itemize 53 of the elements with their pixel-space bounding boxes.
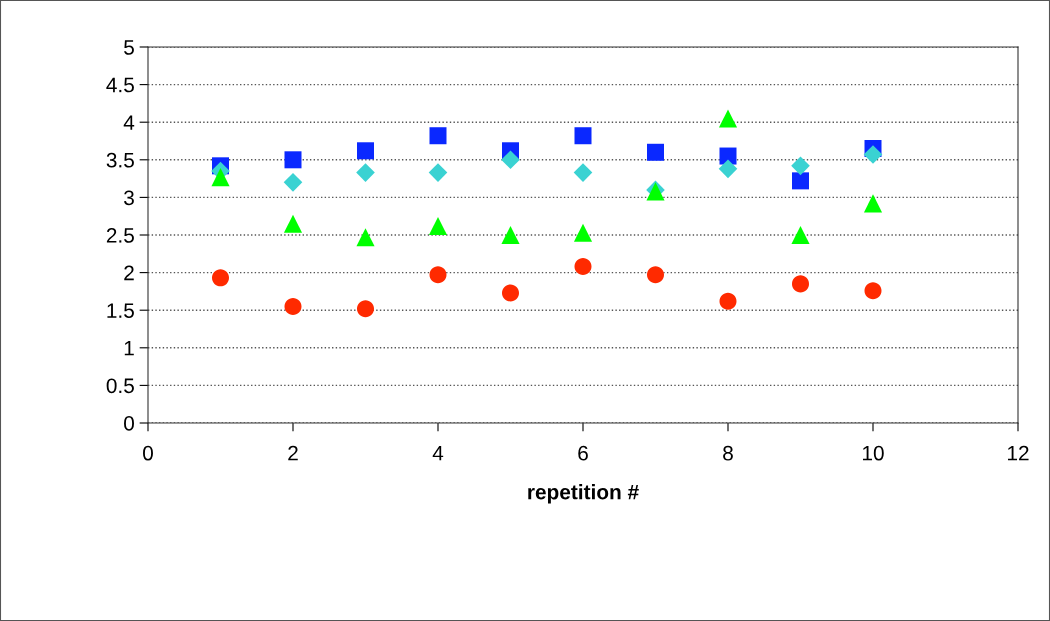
point: [211, 269, 230, 287]
point: [791, 275, 810, 293]
point: [719, 292, 737, 310]
point: [501, 284, 520, 302]
y-tick-label: 4: [123, 115, 135, 130]
y-tick-label: 3: [124, 190, 134, 206]
point: [356, 163, 375, 182]
point: [501, 225, 520, 245]
point: [863, 194, 883, 213]
point: [863, 145, 883, 164]
point: [429, 127, 447, 145]
y-tick-label: 1: [124, 341, 134, 356]
point: [284, 151, 302, 169]
point: [574, 127, 592, 145]
x-tick-label: 12: [1008, 445, 1029, 461]
point: [646, 266, 665, 284]
point: [791, 156, 810, 176]
y-tick-label: 2: [124, 265, 134, 281]
point: [356, 228, 375, 247]
point: [574, 258, 592, 276]
point: [573, 223, 593, 242]
point: [718, 109, 738, 128]
point: [428, 163, 448, 182]
point: [646, 143, 665, 161]
point: [718, 159, 738, 179]
point: [791, 172, 810, 190]
point: [284, 297, 302, 315]
y-tick-label: 0: [124, 416, 134, 431]
y-tick-label: 3.5: [106, 152, 134, 168]
point: [791, 225, 810, 245]
y-tick-label: 2.5: [106, 228, 134, 243]
y-tick-label: 1.5: [107, 303, 134, 318]
y-tick-label: 0.5: [106, 378, 134, 394]
point: [283, 173, 303, 192]
x-tick-label: 8: [723, 445, 733, 461]
point: [211, 168, 230, 187]
x-tick-label: 0: [143, 445, 153, 461]
point: [356, 300, 375, 318]
point: [283, 214, 303, 233]
x-tick-label: 6: [578, 445, 588, 461]
point: [719, 147, 737, 165]
point: [864, 282, 882, 300]
x-axis-title: repetition #: [528, 484, 639, 504]
x-tick-label: 10: [863, 445, 884, 461]
point: [429, 266, 447, 284]
point: [501, 150, 520, 170]
y-tick-label: 5: [124, 40, 134, 55]
point: [428, 216, 448, 236]
y-tick-label: 4.5: [106, 77, 134, 93]
x-tick-label: 4: [432, 445, 444, 461]
point: [573, 163, 593, 182]
point: [356, 142, 375, 160]
x-tick-label: 2: [288, 445, 298, 461]
